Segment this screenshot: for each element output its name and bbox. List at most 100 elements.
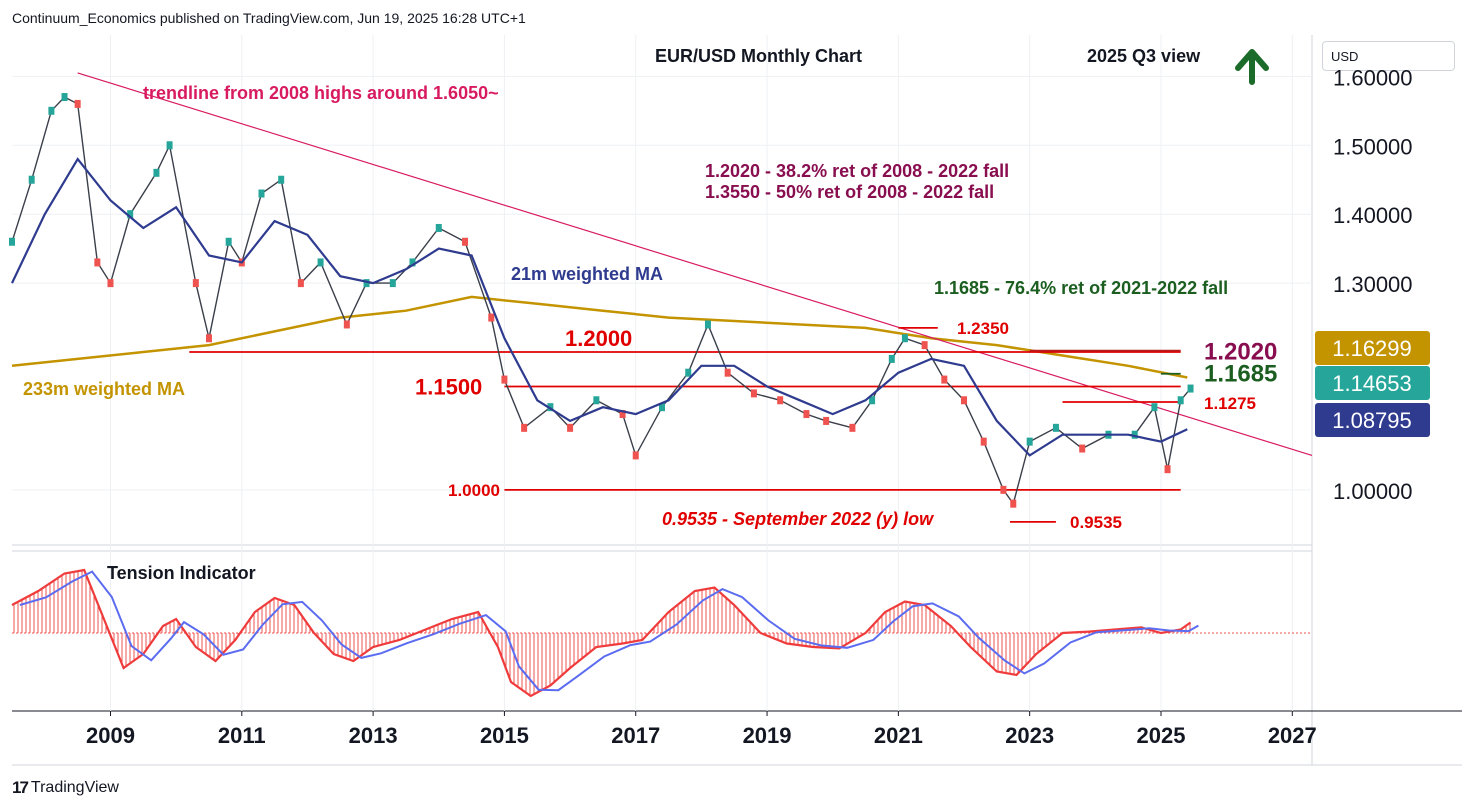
x-tick-label: 2021: [874, 723, 923, 748]
x-tick-label: 2011: [218, 723, 266, 748]
price-candle: [1164, 465, 1171, 474]
price-candle: [153, 168, 160, 177]
price-candle: [1000, 485, 1007, 494]
chart-subtitle: 2025 Q3 view: [1087, 46, 1201, 66]
price-candle: [1131, 430, 1138, 439]
price-candle: [1177, 396, 1184, 405]
price-candle: [659, 403, 665, 412]
trendline-label: trendline from 2008 highs around 1.6050~: [143, 83, 499, 103]
indicator-title: Tension Indicator: [107, 563, 256, 583]
price-candle: [48, 106, 55, 115]
price-line: [9, 93, 1194, 508]
tradingview-logo[interactable]: 17 TradingView: [12, 778, 119, 798]
price-badge: [1315, 403, 1430, 437]
price-candle: [61, 93, 68, 102]
price-candle: [888, 354, 895, 363]
axes: 1.60000 1.50000 1.40000 1.30000 1.00000 2009 2…: [86, 65, 1413, 748]
chart-title: EUR/USD Monthly Chart: [655, 46, 862, 66]
level-label: 1.2000: [565, 326, 632, 351]
currency-selector[interactable]: USD: [1322, 41, 1455, 71]
price-candle: [961, 396, 968, 405]
price-candle: [1187, 384, 1194, 393]
x-tick-label: 2025: [1137, 723, 1186, 748]
price-path: [11, 96, 1192, 506]
level-lines: [189, 327, 1181, 523]
level-label: 1.1275: [1204, 394, 1256, 413]
price-candle: [107, 279, 114, 288]
tradingview-logo-icon: 17: [12, 778, 29, 797]
price-candle: [9, 237, 15, 246]
trendline-path: [77, 72, 1313, 456]
level-label: 0.9535: [1070, 513, 1122, 532]
price-candle: [901, 334, 908, 343]
price-candle: [192, 279, 199, 288]
price-candle: [225, 237, 232, 246]
x-tick-label: 2009: [86, 723, 135, 748]
y-tick-label: 1.60000: [1333, 65, 1413, 90]
price-candle: [127, 210, 134, 219]
price-candle: [297, 279, 304, 288]
level-label: 1.1685: [1204, 361, 1277, 388]
price-candle: [501, 375, 508, 384]
price-badge-label: 1.08795: [1332, 408, 1412, 433]
price-candle: [849, 423, 856, 432]
price-candle: [1026, 437, 1033, 446]
price-candle: [1079, 444, 1086, 453]
level-label: 1.1500: [415, 374, 482, 399]
fib-annotation: 1.2020 - 38.2% ret of 2008 - 2022 fall: [705, 161, 1009, 181]
price-candle: [724, 368, 731, 377]
price-candle: [941, 375, 948, 384]
price-badge-label: 1.14653: [1332, 371, 1412, 396]
trendline: [77, 72, 1313, 456]
publish-header: Continuum_Economics published on Trading…: [12, 10, 526, 26]
price-candle: [363, 279, 370, 288]
ma233-path: [11, 295, 1188, 379]
price-candle: [28, 175, 35, 184]
price-candle: [921, 341, 928, 350]
price-candle: [619, 410, 626, 419]
price-candle: [777, 396, 784, 405]
price-badge-label: 1.16299: [1332, 336, 1412, 361]
wma21-label: 21m weighted MA: [511, 264, 663, 284]
price-candle: [750, 389, 757, 398]
price-candle: [488, 313, 495, 322]
price-candle: [1052, 423, 1059, 432]
level-label: 1.2020: [1204, 339, 1277, 366]
price-candle: [521, 423, 528, 432]
x-tick-label: 2023: [1005, 723, 1054, 748]
price-candle: [547, 403, 554, 412]
price-candle: [94, 258, 101, 267]
level-label: 1.2350: [957, 319, 1009, 338]
price-candle: [632, 451, 639, 460]
price-candle: [74, 99, 81, 108]
up-arrow-icon: [1235, 49, 1269, 85]
x-tick-label: 2019: [743, 723, 792, 748]
x-tick-label: 2027: [1268, 723, 1317, 748]
price-candle: [462, 237, 469, 246]
price-candle: [409, 258, 416, 267]
price-candle: [869, 396, 876, 405]
low-annotation: 0.9535 - September 2022 (y) low: [662, 509, 934, 529]
price-candle: [1010, 499, 1017, 508]
price-candle: [593, 396, 600, 405]
tension-indicator: Tension Indicator: [11, 563, 1312, 698]
price-candle: [258, 189, 265, 198]
grid: [12, 35, 1312, 711]
x-tick-label: 2013: [349, 723, 398, 748]
price-candle: [435, 223, 442, 232]
fib-annotation: 1.3550 - 50% ret of 2008 - 2022 fall: [705, 182, 994, 202]
ma233-label: 233m weighted MA: [23, 379, 185, 399]
y-tick-label: 1.40000: [1333, 203, 1413, 228]
price-candle: [389, 279, 396, 288]
wma21-line: [11, 157, 1188, 457]
price-candle: [278, 175, 285, 184]
price-candle: [205, 334, 212, 343]
level-label: 1.0000: [448, 481, 500, 500]
y-tick-label: 1.50000: [1333, 134, 1413, 159]
indicator-slow-line: [19, 570, 1199, 692]
y-tick-label: 1.30000: [1333, 272, 1413, 297]
price-candle: [166, 141, 173, 150]
price-badge: [1315, 366, 1430, 400]
